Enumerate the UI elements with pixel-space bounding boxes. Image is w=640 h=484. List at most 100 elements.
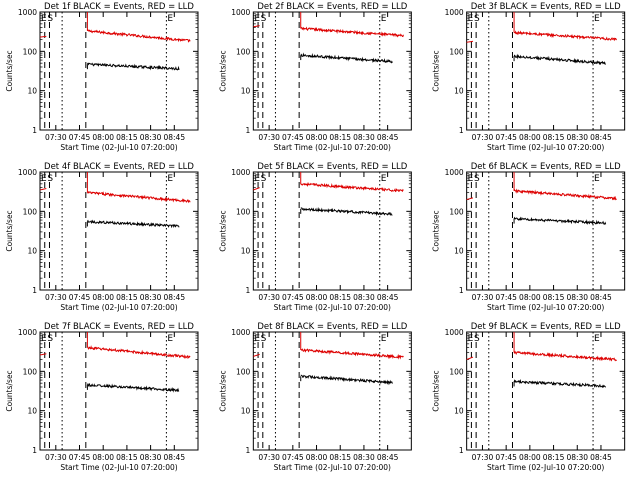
panel-1-ytick-label: 1: [32, 126, 37, 135]
panel-1-series-lld-seg-1: [39, 35, 47, 38]
panel-7-ylabel: Counts/sec: [5, 370, 14, 411]
panel-9-frame: [466, 331, 626, 451]
panel-5-marker-E: E: [381, 174, 387, 184]
panel-8-series-lld-seg-1: [253, 353, 260, 357]
panel-1-marker-E: E: [167, 14, 173, 24]
panel-1-xlabel: Start Time (02-Jul-10 07:20:00): [60, 143, 177, 152]
panel-2-ytick-label: 10: [241, 87, 251, 96]
panel-6-ytick-label: 100: [449, 207, 464, 216]
panel-9-xtick-label: 08:30: [566, 453, 588, 462]
panel-9-xtick-label: 08:15: [543, 453, 565, 462]
panel-7-ytick-label: 100: [23, 367, 38, 376]
panel-3-ytick-label: 1000: [445, 8, 464, 17]
panel-4-xtick-label: 07:30: [45, 293, 67, 302]
panel-4-marker-E: E: [41, 174, 47, 184]
panel-5-xtick-label: 08:15: [329, 293, 351, 302]
panel-1-ytick-label: 100: [23, 47, 38, 56]
panel-5-ytick-label: 1000: [231, 168, 250, 177]
panel-2-xtick-label: 08:00: [306, 133, 328, 142]
panel-7: Det 7f BLACK = Events, RED = LLD 1 10 100 10…: [5, 322, 199, 472]
panel-7-marker-S: S: [47, 334, 53, 344]
panel-5: Det 5f BLACK = Events, RED = LLD 1 10 100 10…: [218, 162, 412, 312]
panel-2: Det 2f BLACK = Events, RED = LLD 1 10 100 10…: [218, 2, 412, 152]
panel-6-series-lld-seg-2: [513, 188, 617, 201]
panel-3-xtick-label: 08:00: [519, 133, 541, 142]
panel-2-ytick-label: 1: [246, 126, 251, 135]
panel-9-series-lld-seg-1: [466, 356, 474, 360]
panel-6-marker-E: E: [594, 174, 600, 184]
panel-9-ytick-label: 1: [459, 446, 464, 455]
panel-6-xtick-label: 08:00: [519, 293, 541, 302]
panel-7-ytick-label: 1000: [18, 328, 37, 337]
panel-6-series-lld-seg-1: [466, 197, 474, 200]
panel-5-marker-E: E: [254, 174, 260, 184]
panel-4-title: Det 4f BLACK = Events, RED = LLD: [44, 162, 194, 172]
panel-7-xtick-label: 08:15: [116, 453, 138, 462]
panel-7-series-events-seg-1: [86, 382, 180, 393]
panel-2-ytick-label: 1000: [231, 8, 250, 17]
panel-2-ylabel: Counts/sec: [218, 50, 227, 91]
panel-8-title: Det 8f BLACK = Events, RED = LLD: [257, 322, 407, 332]
panel-9-marker-E: E: [468, 334, 474, 344]
panel-5-ytick-label: 1: [246, 286, 251, 295]
panel-4-frame: [39, 171, 199, 291]
panel-9-xtick-label: 07:30: [472, 453, 494, 462]
panel-3-marker-E: E: [468, 14, 474, 24]
panel-3-xlabel: Start Time (02-Jul-10 07:20:00): [487, 143, 604, 152]
panel-9-series-lld-seg-2: [513, 350, 617, 362]
panel-2-xtick-label: 07:30: [258, 133, 280, 142]
panel-8-ytick-label: 10: [241, 407, 251, 416]
panel-5-ylabel: Counts/sec: [218, 210, 227, 251]
panel-4-xlabel: Start Time (02-Jul-10 07:20:00): [60, 303, 177, 312]
panel-9-xtick-label: 08:00: [519, 453, 541, 462]
panel-7-marker-E: E: [41, 334, 47, 344]
panel-8-xtick-label: 07:45: [282, 453, 304, 462]
panel-5-xtick-label: 07:30: [258, 293, 280, 302]
panel-4-marker-S: S: [47, 174, 53, 184]
panel-2-series-events-seg-1: [300, 52, 393, 64]
panel-3-series-events-seg-1: [513, 53, 606, 66]
panel-3-xtick-label: 07:45: [495, 133, 517, 142]
panel-4-xtick-label: 07:45: [69, 293, 91, 302]
panel-9-ylabel: Counts/sec: [432, 370, 441, 411]
panel-3-series-lld-seg-2: [513, 30, 617, 42]
panel-4-series-lld-seg-1: [39, 188, 47, 191]
panel-8-xtick-label: 08:00: [306, 453, 328, 462]
panel-3-ylabel: Counts/sec: [432, 50, 441, 91]
panel-2-frame: [252, 11, 412, 131]
panel-7-ytick-label: 1: [32, 446, 37, 455]
panel-7-series-lld-seg-2: [87, 345, 191, 360]
panel-3-series-lld-seg-1: [466, 40, 474, 43]
panel-2-xtick-label: 08:45: [377, 133, 399, 142]
panel-1-title: Det 1f BLACK = Events, RED = LLD: [44, 2, 194, 12]
panel-9-ytick-label: 10: [454, 407, 464, 416]
panel-6-ytick-label: 1000: [445, 168, 464, 177]
panel-3-title: Det 3f BLACK = Events, RED = LLD: [471, 2, 621, 12]
panel-1-marker-E: E: [41, 14, 47, 24]
panel-5-title: Det 5f BLACK = Events, RED = LLD: [257, 162, 407, 172]
panel-2-marker-S: S: [261, 14, 267, 24]
panel-1-xtick-label: 08:45: [163, 133, 185, 142]
panel-8-xtick-label: 08:15: [329, 453, 351, 462]
panel-6-xtick-label: 08:30: [566, 293, 588, 302]
panel-9-series-events-seg-1: [513, 378, 607, 389]
panel-3-ytick-label: 1: [459, 126, 464, 135]
panel-8-series-lld-seg-2: [300, 348, 404, 360]
panel-9-xtick-label: 07:45: [495, 453, 517, 462]
panel-2-xtick-label: 08:30: [353, 133, 375, 142]
panel-8-marker-E: E: [381, 334, 387, 344]
panel-4-xtick-label: 08:45: [163, 293, 185, 302]
panel-4-series-lld-seg-2: [86, 191, 191, 204]
panel-8-ytick-label: 100: [236, 367, 251, 376]
panel-1-xtick-label: 08:00: [92, 133, 114, 142]
panel-2-series-lld-seg-2: [300, 26, 404, 38]
panel-4-ytick-label: 100: [23, 207, 38, 216]
panel-6-marker-S: S: [474, 174, 480, 184]
panel-1-ytick-label: 1000: [18, 8, 37, 17]
panel-9-marker-E: E: [594, 334, 600, 344]
panel-2-xtick-label: 08:15: [329, 133, 351, 142]
panel-1-xtick-label: 08:30: [140, 133, 162, 142]
panel-9: Det 9f BLACK = Events, RED = LLD 1 10 100 10…: [432, 322, 626, 472]
panel-4-ytick-label: 1: [32, 286, 37, 295]
panel-2-series-lld-seg-1: [253, 25, 260, 28]
